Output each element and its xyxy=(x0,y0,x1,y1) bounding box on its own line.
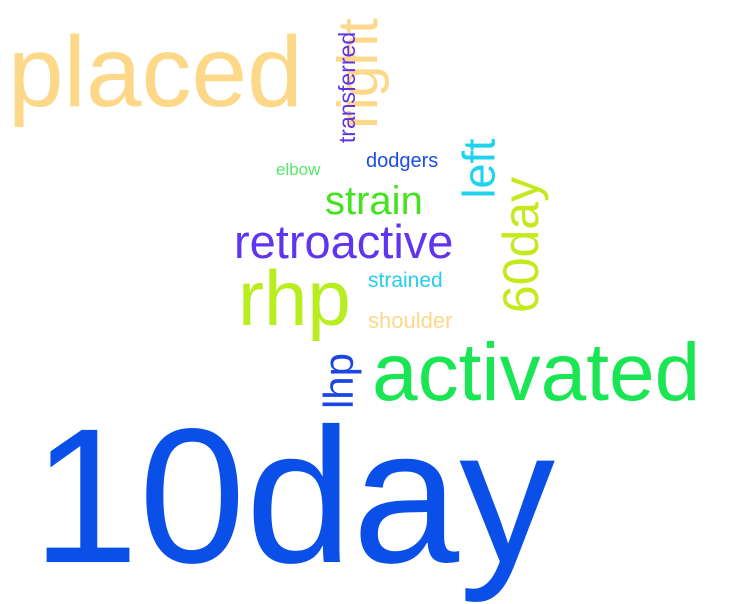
word-elbow: elbow xyxy=(276,160,321,179)
word-shoulder: shoulder xyxy=(368,308,453,333)
word-strain: strain xyxy=(325,179,423,223)
word-dodgers: dodgers xyxy=(366,150,439,172)
word-activated: activated xyxy=(372,327,701,418)
word-60day: 60day xyxy=(493,176,550,314)
word-transferred: transferred xyxy=(334,31,361,144)
word-retroactive: retroactive xyxy=(234,215,454,268)
word-strained: strained xyxy=(368,269,443,292)
word-placed: placed xyxy=(8,16,303,128)
word-10day: 10day xyxy=(32,388,556,603)
word-rhp: rhp xyxy=(238,254,351,342)
